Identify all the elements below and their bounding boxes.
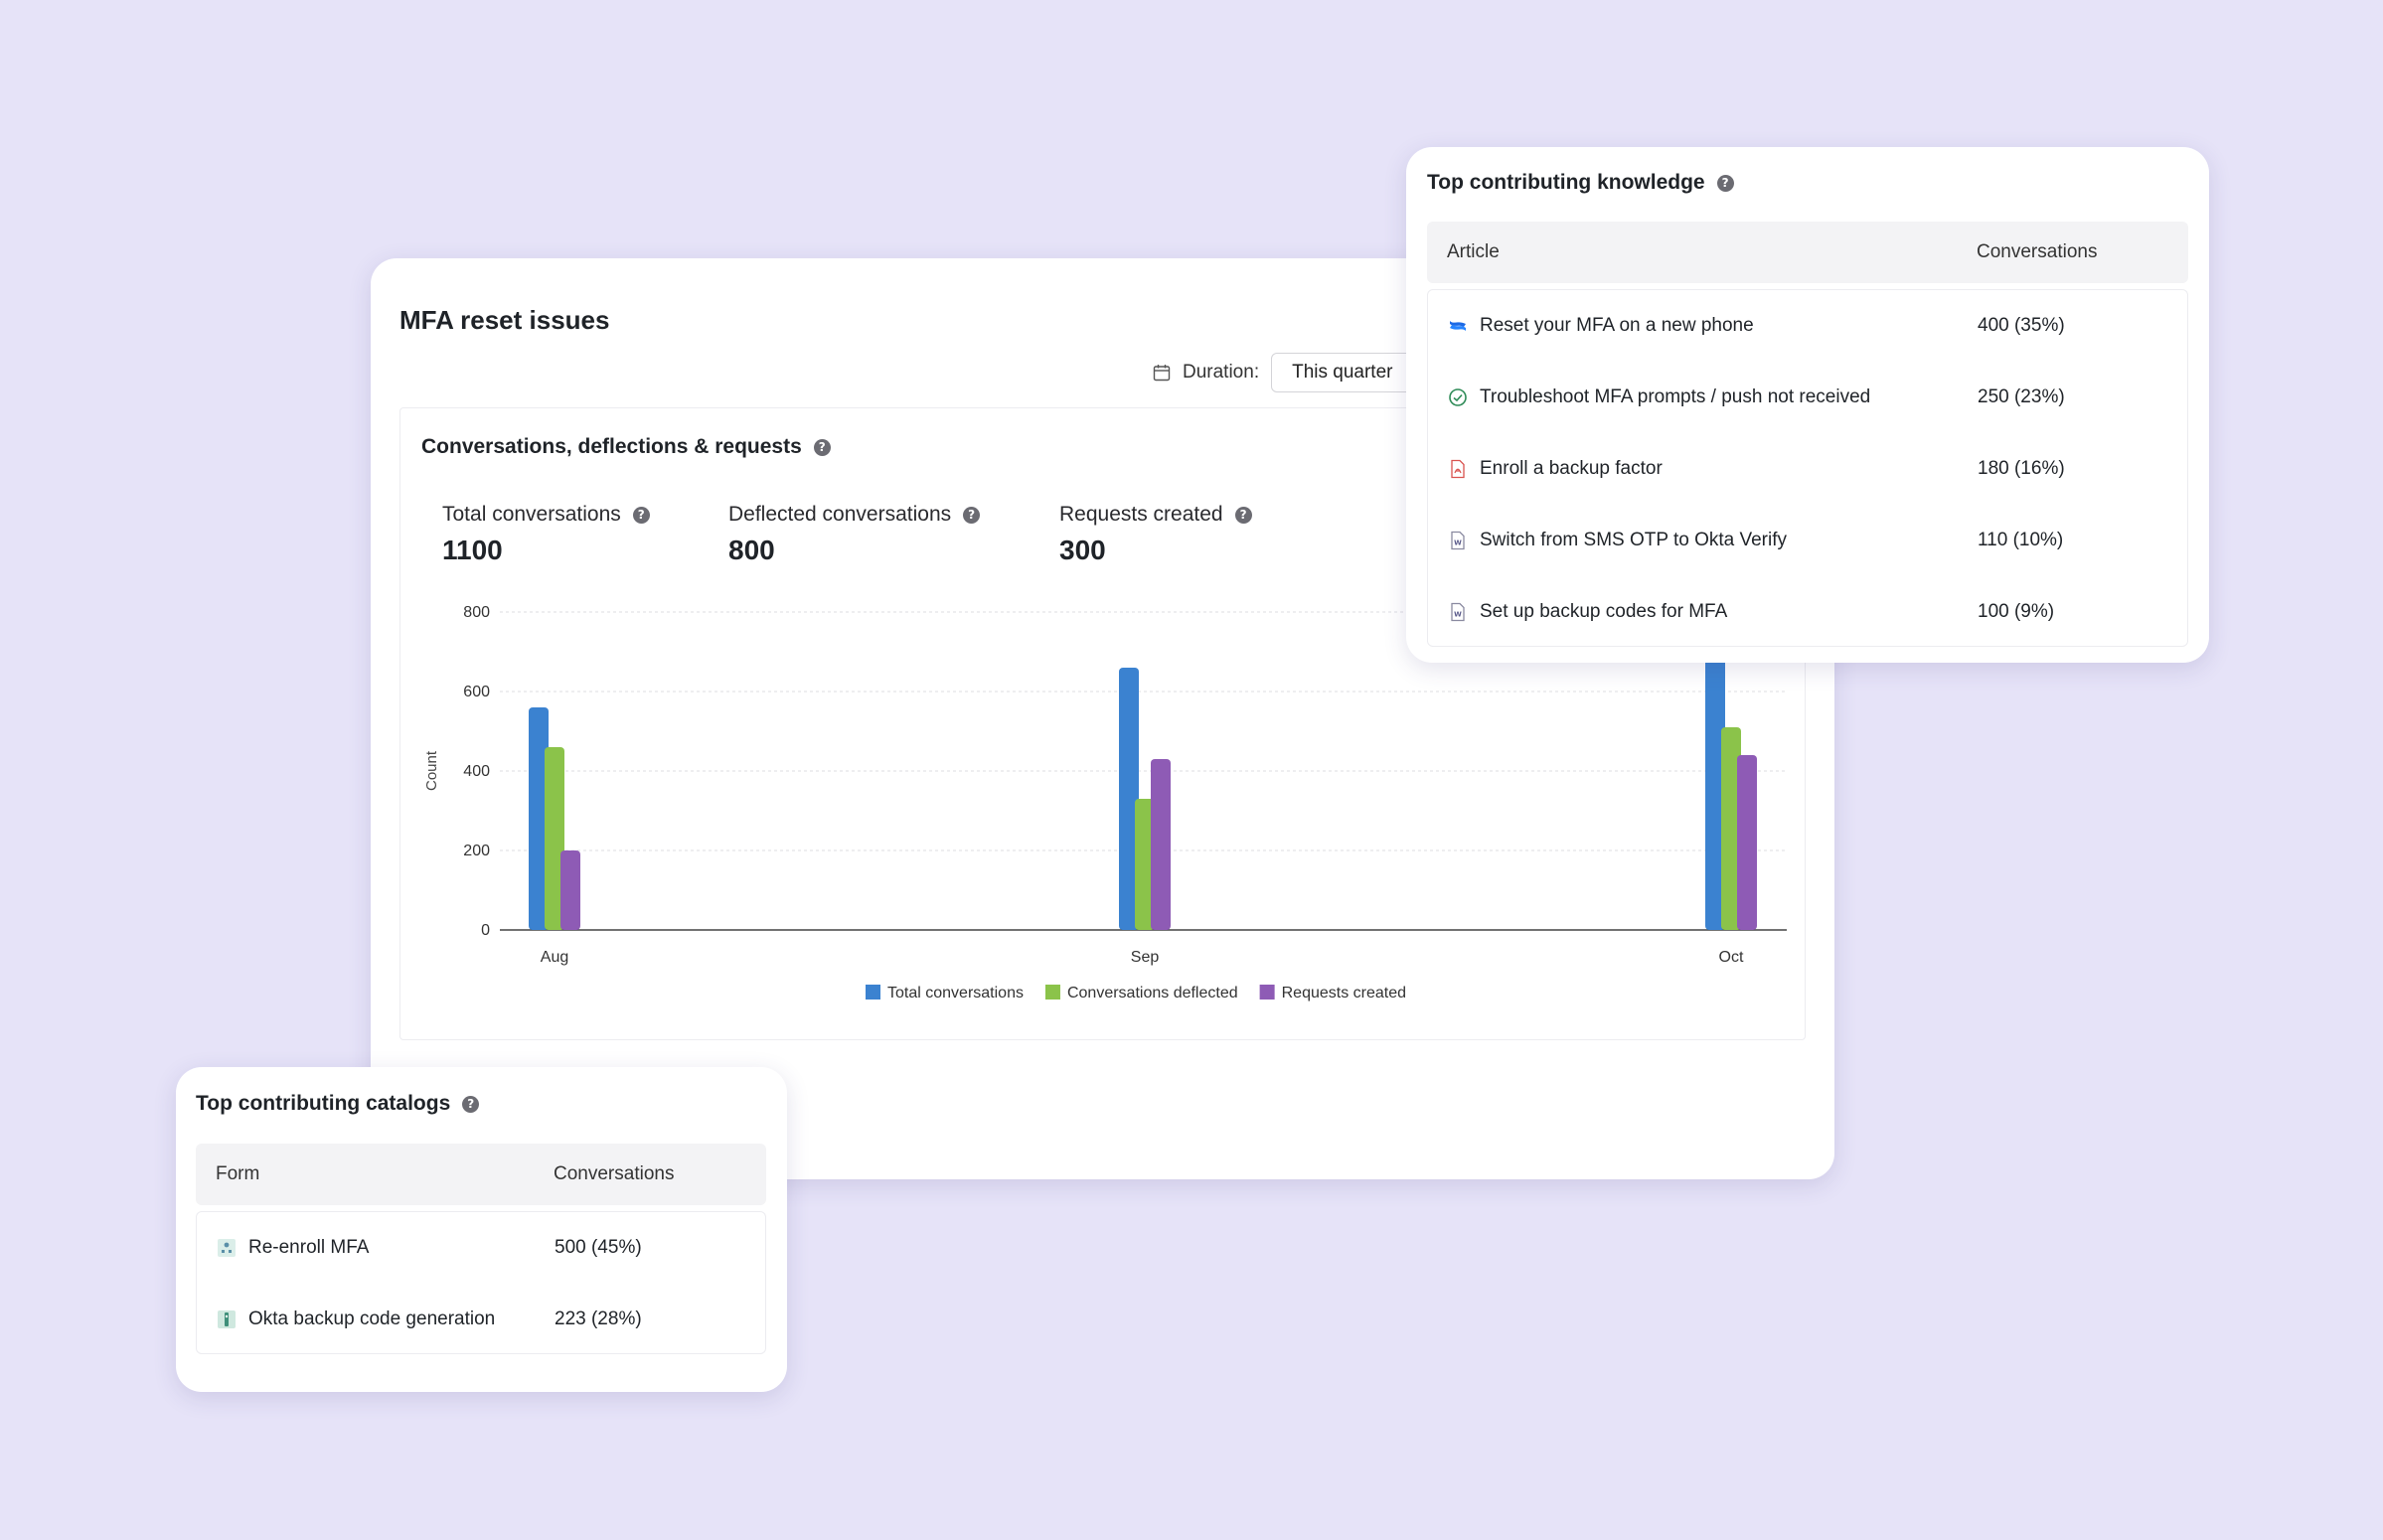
conversation-count: 400 (35%) bbox=[1978, 315, 2065, 336]
conversation-count: 110 (10%) bbox=[1978, 530, 2064, 550]
y-tick-label: 400 bbox=[463, 763, 490, 780]
bar-sep-2 bbox=[1135, 799, 1155, 930]
catalogs-table: Re-enroll MFA 500 (45%) Okta backup code… bbox=[196, 1211, 766, 1354]
help-icon[interactable]: ? bbox=[963, 506, 981, 524]
metric-label: Deflected conversations bbox=[728, 503, 952, 526]
table-row[interactable]: Reset your MFA on a new phone 400 (35%) bbox=[1428, 290, 2187, 362]
help-icon[interactable]: ? bbox=[1716, 174, 1734, 192]
bar-oct-2 bbox=[1721, 727, 1741, 930]
calendar-icon bbox=[1153, 364, 1171, 382]
x-tick-label: Aug bbox=[541, 949, 568, 966]
x-tick-label: Oct bbox=[1719, 949, 1744, 966]
svg-text:W: W bbox=[1454, 611, 1462, 619]
table-row[interactable]: Enroll a backup factor 180 (16%) bbox=[1428, 433, 2187, 505]
y-tick-label: 800 bbox=[463, 604, 490, 621]
table-row[interactable]: Troubleshoot MFA prompts / push not rece… bbox=[1428, 362, 2187, 433]
help-icon[interactable]: ? bbox=[1234, 506, 1252, 524]
article-title: Set up backup codes for MFA bbox=[1480, 601, 1728, 622]
svg-text:W: W bbox=[1454, 539, 1462, 547]
table-header: Article Conversations bbox=[1427, 222, 2188, 283]
bar-oct-1 bbox=[1705, 656, 1725, 930]
legend-swatch bbox=[1259, 985, 1275, 1000]
table-row[interactable]: Okta backup code generation 223 (28%) bbox=[197, 1284, 765, 1355]
bar-aug-3 bbox=[560, 850, 580, 930]
conversation-count: 500 (45%) bbox=[555, 1237, 642, 1258]
catalogs-title: Top contributing catalogs ? bbox=[196, 1092, 480, 1116]
conversation-count: 100 (9%) bbox=[1978, 601, 2055, 622]
x-tick-label: Sep bbox=[1131, 949, 1160, 966]
table-header: Form Conversations bbox=[196, 1144, 766, 1205]
conversation-count: 223 (28%) bbox=[555, 1309, 642, 1329]
metric-label: Total conversations bbox=[442, 503, 621, 526]
column-header-form[interactable]: Form bbox=[216, 1163, 260, 1184]
bar-chart: 0 200 400 600 800 Count Aug Sep Oct Total convers… bbox=[423, 604, 1787, 1001]
article-title: Troubleshoot MFA prompts / push not rece… bbox=[1480, 386, 1871, 407]
bar-sep-1 bbox=[1119, 668, 1139, 930]
form-title: Okta backup code generation bbox=[248, 1309, 496, 1329]
metric-requests-created: Requests created ? 300 bbox=[1059, 503, 1252, 566]
panel-title: Conversations, deflections & requests ? bbox=[421, 435, 831, 459]
metric-deflected-conversations: Deflected conversations ? 800 bbox=[728, 503, 981, 566]
column-header-conversations[interactable]: Conversations bbox=[1977, 241, 2098, 262]
help-icon[interactable]: ? bbox=[813, 438, 831, 456]
top-knowledge-card: Top contributing knowledge ? Article Con… bbox=[1406, 147, 2209, 663]
bar-oct-3 bbox=[1737, 755, 1757, 930]
metric-value: 800 bbox=[728, 535, 775, 565]
article-title: Enroll a backup factor bbox=[1480, 458, 1663, 479]
panel-title-text: Conversations, deflections & requests bbox=[421, 435, 802, 458]
chart-panel: Conversations, deflections & requests ? … bbox=[399, 407, 1806, 1040]
y-axis-label: Count bbox=[423, 750, 440, 791]
legend-label: Total conversations bbox=[887, 985, 1024, 1001]
top-catalogs-card: Top contributing catalogs ? Form Convers… bbox=[176, 1067, 787, 1392]
legend-label: Requests created bbox=[1282, 985, 1406, 1001]
legend-swatch bbox=[866, 985, 880, 1000]
help-icon[interactable]: ? bbox=[632, 506, 650, 524]
help-icon[interactable]: ? bbox=[462, 1095, 480, 1113]
column-header-article[interactable]: Article bbox=[1447, 241, 1500, 262]
bar-sep-3 bbox=[1151, 759, 1171, 930]
table-row[interactable]: W Switch from SMS OTP to Okta Verify 110… bbox=[1428, 505, 2187, 576]
bar-aug-2 bbox=[545, 747, 564, 930]
article-title: Switch from SMS OTP to Okta Verify bbox=[1480, 530, 1788, 550]
knowledge-title-text: Top contributing knowledge bbox=[1427, 171, 1705, 194]
knowledge-title: Top contributing knowledge ? bbox=[1427, 171, 1734, 195]
y-tick-label: 0 bbox=[481, 922, 490, 939]
form-title: Re-enroll MFA bbox=[248, 1237, 370, 1258]
catalogs-title-text: Top contributing catalogs bbox=[196, 1092, 451, 1115]
word-file-icon: W bbox=[1448, 531, 1468, 550]
pdf-file-icon bbox=[1448, 459, 1468, 479]
check-circle-icon bbox=[1448, 387, 1468, 407]
form-icon bbox=[217, 1309, 237, 1329]
bar-aug-1 bbox=[529, 707, 549, 930]
legend-swatch bbox=[1044, 985, 1060, 1000]
legend-label: Conversations deflected bbox=[1067, 985, 1238, 1001]
column-header-conversations[interactable]: Conversations bbox=[554, 1163, 675, 1184]
form-icon bbox=[217, 1238, 237, 1258]
duration-label: Duration: bbox=[1183, 362, 1260, 383]
y-tick-label: 200 bbox=[463, 843, 490, 859]
confluence-icon bbox=[1448, 316, 1468, 336]
metric-value: 300 bbox=[1059, 535, 1106, 565]
conversation-count: 180 (16%) bbox=[1978, 458, 2065, 479]
metric-value: 1100 bbox=[442, 535, 503, 565]
table-row[interactable]: W Set up backup codes for MFA 100 (9%) bbox=[1428, 576, 2187, 648]
table-row[interactable]: Re-enroll MFA 500 (45%) bbox=[197, 1212, 765, 1284]
article-title: Reset your MFA on a new phone bbox=[1480, 315, 1754, 336]
conversation-count: 250 (23%) bbox=[1978, 386, 2065, 407]
page-title: MFA reset issues bbox=[399, 305, 610, 335]
word-file-icon: W bbox=[1448, 602, 1468, 622]
metric-label: Requests created bbox=[1059, 503, 1223, 526]
metric-total-conversations: Total conversations ? 1100 bbox=[442, 503, 650, 566]
y-tick-label: 600 bbox=[463, 684, 490, 700]
knowledge-table: Reset your MFA on a new phone 400 (35%) … bbox=[1427, 289, 2188, 647]
